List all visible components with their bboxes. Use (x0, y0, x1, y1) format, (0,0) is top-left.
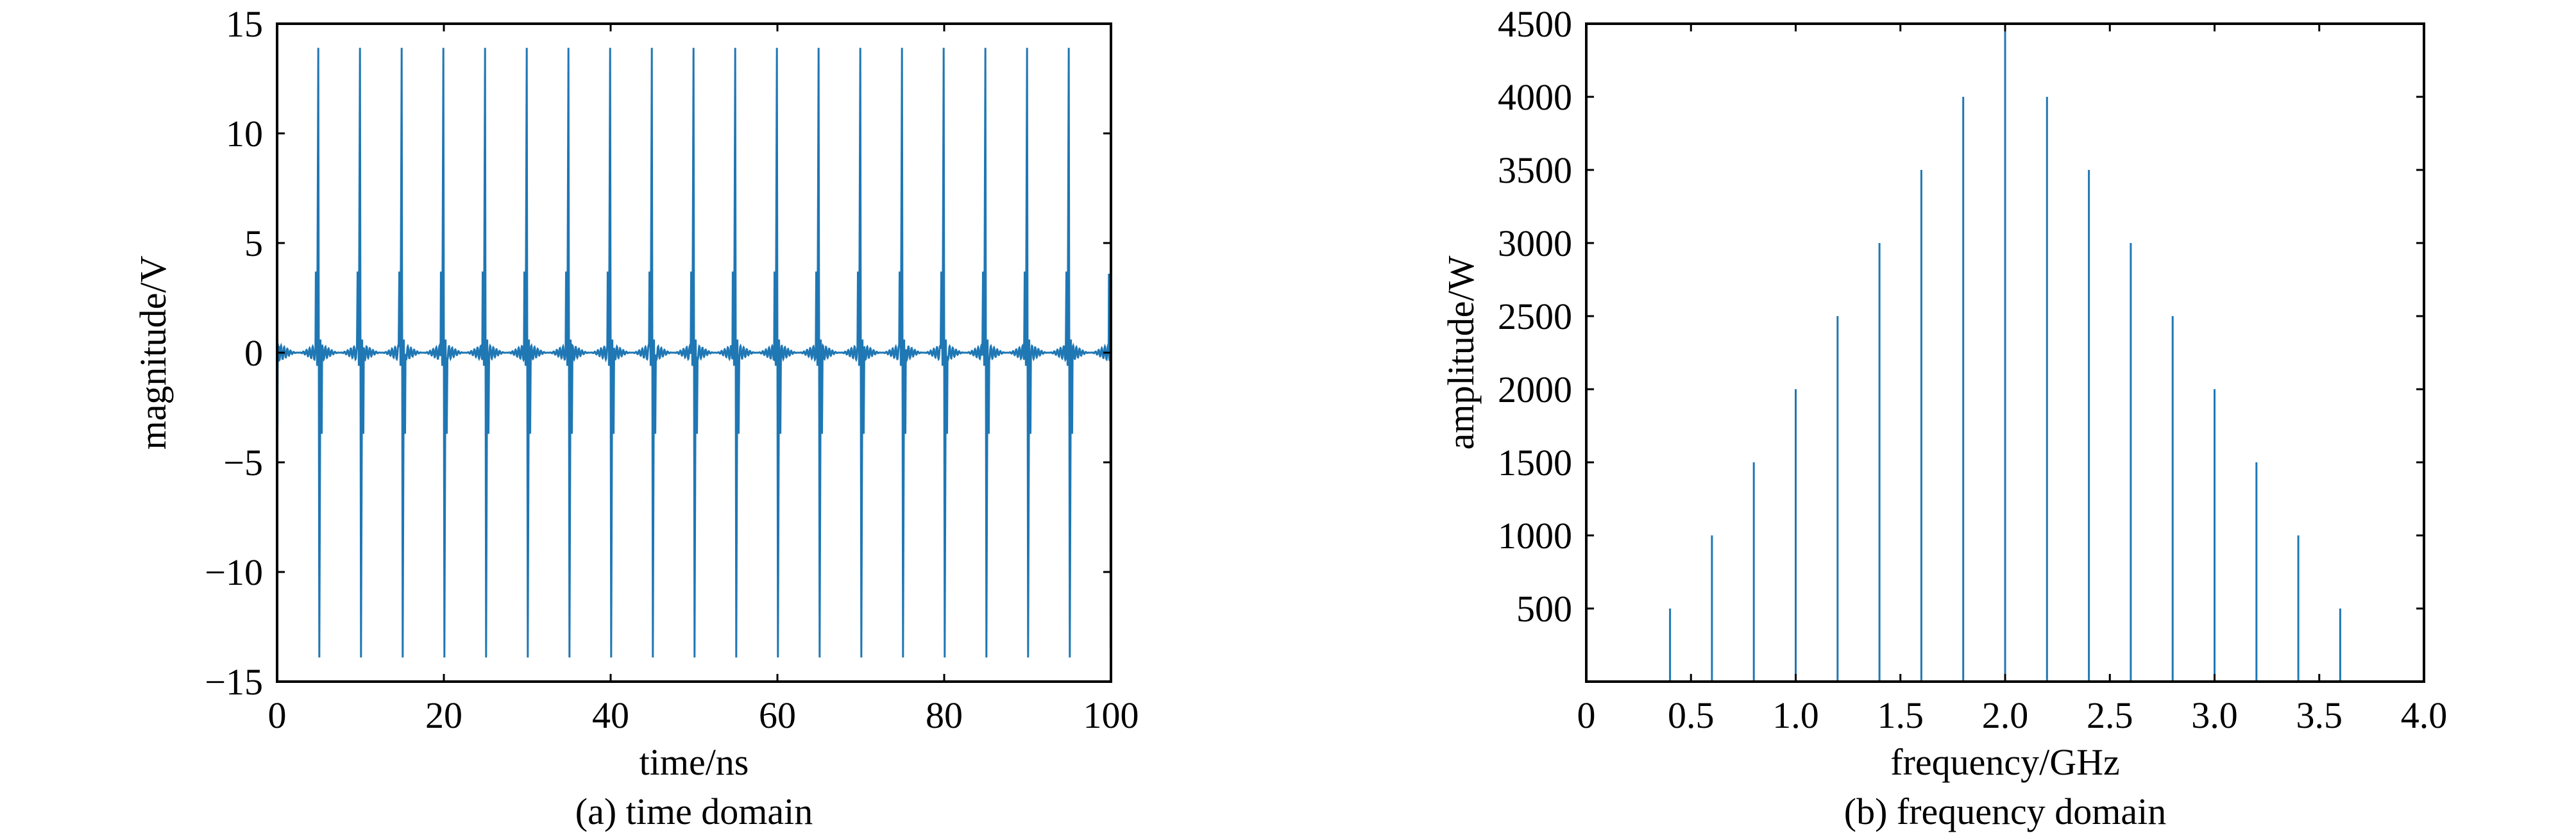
time-domain-y-axis-label: magnitude/V (132, 255, 174, 449)
time-domain-x-axis-label: time/ns (640, 741, 749, 783)
time-domain-y-tick-label: 10 (226, 113, 263, 155)
time-domain-caption: (a) time domain (575, 791, 813, 832)
frequency-domain-y-tick-label: 3000 (1498, 223, 1572, 264)
frequency-domain-y-axis-label: amplitude/W (1440, 255, 1482, 449)
frequency-domain-y-tick-label: 2500 (1498, 296, 1572, 337)
time-domain-y-tick-label: 15 (226, 3, 263, 45)
time-domain-plot-area (276, 47, 1112, 658)
time-domain-ticks: 0 20 40 60 80 100 15 10 5 0 −5 −10 −15 (205, 3, 1139, 736)
frequency-domain-x-tick-label: 0 (1577, 694, 1596, 736)
frequency-domain-y-tick-label: 2000 (1498, 369, 1572, 410)
time-domain-y-tick-label: −15 (205, 661, 263, 703)
frequency-domain-x-axis-label: frequency/GHz (1890, 741, 2120, 783)
frequency-domain-x-tick-label: 3.0 (2191, 694, 2238, 736)
frequency-domain-y-tick-label: 3500 (1498, 149, 1572, 191)
time-domain-y-tick-label: 5 (244, 223, 263, 264)
frequency-domain-y-tick-label: 4000 (1498, 76, 1572, 118)
time-domain-x-tick-label: 60 (759, 694, 796, 736)
time-domain-y-tick-label: −10 (205, 551, 263, 593)
frequency-domain-x-tick-label: 2.5 (2087, 694, 2133, 736)
frequency-domain-x-tick-label: 2.0 (1982, 694, 2029, 736)
frequency-domain-y-tick-label: 1500 (1498, 442, 1572, 483)
time-domain-chart: 0 20 40 60 80 100 15 10 5 0 −5 −10 −15 time/ns magni… (132, 3, 1139, 832)
frequency-domain-y-tick-label: 500 (1516, 588, 1572, 630)
frequency-domain-y-tick-label: 4500 (1498, 3, 1572, 45)
frequency-domain-y-tick-label: 1000 (1498, 515, 1572, 557)
time-domain-x-tick-label: 0 (268, 694, 287, 736)
frequency-domain-x-tick-label: 4.0 (2401, 694, 2448, 736)
time-domain-y-tick-label: 0 (244, 332, 263, 374)
frequency-domain-x-tick-label: 1.0 (1772, 694, 1819, 736)
frequency-domain-plot-area (1669, 24, 2341, 682)
frequency-domain-x-tick-label: 3.5 (2296, 694, 2343, 736)
frequency-domain-ticks: 0 0.5 1.0 1.5 2.0 2.5 3.0 3.5 4.0 500 1000 1500 2000… (1498, 3, 2447, 736)
frequency-domain-x-tick-label: 0.5 (1668, 694, 1715, 736)
time-domain-x-tick-label: 100 (1083, 694, 1139, 736)
time-domain-waveform-line (276, 47, 1112, 658)
time-domain-x-tick-label: 40 (592, 694, 629, 736)
frequency-domain-x-tick-label: 1.5 (1877, 694, 1924, 736)
frequency-domain-caption: (b) frequency domain (1844, 791, 2166, 832)
time-domain-x-tick-label: 20 (425, 694, 462, 736)
time-domain-x-tick-label: 80 (926, 694, 963, 736)
frequency-domain-chart: 0 0.5 1.0 1.5 2.0 2.5 3.0 3.5 4.0 500 1000 1500 2000… (1440, 3, 2447, 832)
time-domain-y-tick-label: −5 (223, 442, 263, 483)
